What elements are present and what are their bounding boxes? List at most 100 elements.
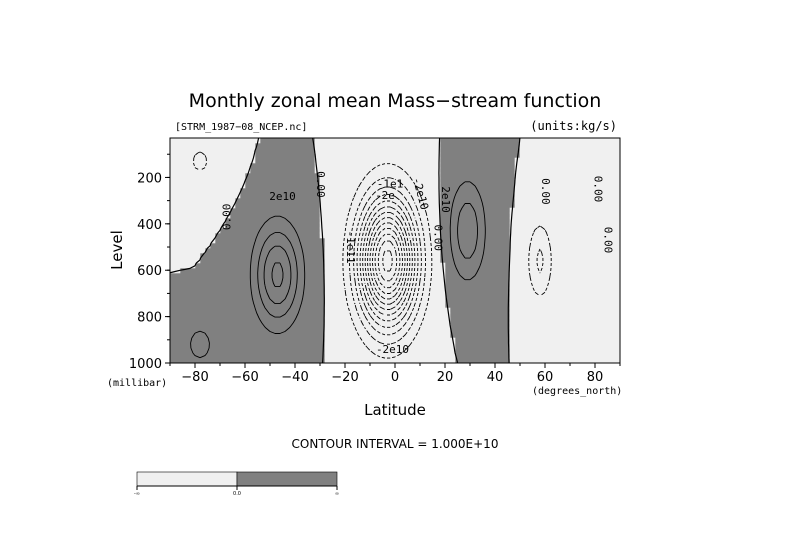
negative-region-cell <box>189 252 196 259</box>
negative-region-cell <box>379 357 386 363</box>
negative-region-cell <box>339 297 346 304</box>
negative-region-cell <box>174 187 181 194</box>
negative-region-cell <box>604 162 611 169</box>
negative-region-cell <box>334 232 341 239</box>
negative-region-cell <box>409 192 416 199</box>
negative-region-cell <box>189 232 196 239</box>
negative-region-cell <box>579 212 586 219</box>
negative-region-cell <box>344 232 351 239</box>
negative-region-cell <box>344 342 351 349</box>
negative-region-cell <box>344 332 351 339</box>
negative-region-cell <box>424 157 431 164</box>
negative-region-cell <box>369 167 376 174</box>
negative-region-cell <box>584 142 591 149</box>
negative-region-cell <box>214 167 221 174</box>
negative-region-cell <box>324 257 331 264</box>
negative-region-cell <box>589 297 596 304</box>
negative-region-cell <box>184 227 191 234</box>
y-tick-label: 200 <box>137 171 162 186</box>
negative-region-cell <box>419 297 426 304</box>
negative-region-cell <box>329 182 336 189</box>
negative-region-cell <box>599 162 606 169</box>
negative-region-cell <box>559 177 566 184</box>
negative-region-cell <box>519 252 526 259</box>
negative-region-cell <box>514 162 521 169</box>
negative-region-cell <box>434 277 441 284</box>
negative-region-cell <box>574 287 581 294</box>
negative-region-cell <box>584 182 591 189</box>
negative-region-cell <box>349 237 356 244</box>
negative-region-cell <box>194 207 201 214</box>
negative-region-cell <box>609 138 616 144</box>
negative-region-cell <box>364 222 371 229</box>
negative-region-cell <box>419 247 426 254</box>
negative-region-cell <box>429 297 436 304</box>
contour-label: -2e <box>375 189 395 202</box>
negative-region-cell <box>194 217 201 224</box>
negative-region-cell <box>519 182 526 189</box>
negative-region-cell <box>354 297 361 304</box>
negative-region-cell <box>574 162 581 169</box>
negative-region-cell <box>589 257 596 264</box>
negative-region-cell <box>329 138 336 144</box>
negative-region-cell <box>559 217 566 224</box>
negative-region-cell <box>219 167 226 174</box>
negative-region-cell <box>574 267 581 274</box>
negative-region-cell <box>174 252 181 259</box>
negative-region-cell <box>584 312 591 319</box>
negative-region-cell <box>579 262 586 269</box>
negative-region-cell <box>170 167 176 174</box>
negative-region-cell <box>524 307 531 314</box>
negative-region-cell <box>379 207 386 214</box>
negative-region-cell <box>174 192 181 199</box>
negative-region-cell <box>519 152 526 159</box>
negative-region-cell <box>539 152 546 159</box>
negative-region-cell <box>554 207 561 214</box>
contour-line <box>364 211 411 310</box>
negative-region-cell <box>324 187 331 194</box>
negative-region-cell <box>334 152 341 159</box>
negative-region-cell <box>584 272 591 279</box>
negative-region-cell <box>319 182 326 189</box>
negative-region-cell <box>594 187 601 194</box>
negative-region-cell <box>324 147 331 154</box>
negative-region-cell <box>564 142 571 149</box>
negative-region-cell <box>574 247 581 254</box>
negative-region-cell <box>539 322 546 329</box>
negative-region-cell <box>404 292 411 299</box>
negative-region-cell <box>170 197 176 204</box>
negative-region-cell <box>534 142 541 149</box>
negative-region-cell <box>569 232 576 239</box>
negative-region-cell <box>344 352 351 359</box>
negative-region-cell <box>574 157 581 164</box>
negative-region-cell <box>569 267 576 274</box>
colorbar-tick-label: ∞ <box>335 491 339 497</box>
negative-region-cell <box>204 172 211 179</box>
negative-region-cell <box>599 232 606 239</box>
negative-region-cell <box>609 357 616 363</box>
negative-region-cell <box>344 157 351 164</box>
negative-region-cell <box>344 327 351 334</box>
negative-region-cell <box>584 347 591 354</box>
negative-region-cell <box>599 312 606 319</box>
contour-line <box>374 233 401 289</box>
negative-region-cell <box>344 297 351 304</box>
negative-region-cell <box>374 257 381 264</box>
negative-region-cell <box>564 267 571 274</box>
negative-region-cell <box>239 147 246 154</box>
negative-region-cell <box>439 317 446 324</box>
negative-region-cell <box>569 307 576 314</box>
negative-region-cell <box>609 262 616 269</box>
negative-region-cell <box>444 322 451 329</box>
negative-region-cell <box>599 347 606 354</box>
negative-region-cell <box>214 172 221 179</box>
negative-region-cell <box>354 302 361 309</box>
negative-region-cell <box>574 142 581 149</box>
negative-region-cell <box>434 162 441 169</box>
negative-region-cell <box>594 237 601 244</box>
negative-region-cell <box>389 157 396 164</box>
negative-region-cell <box>444 352 451 359</box>
negative-region-cell <box>424 312 431 319</box>
negative-region-cell <box>574 187 581 194</box>
negative-region-cell <box>439 287 446 294</box>
